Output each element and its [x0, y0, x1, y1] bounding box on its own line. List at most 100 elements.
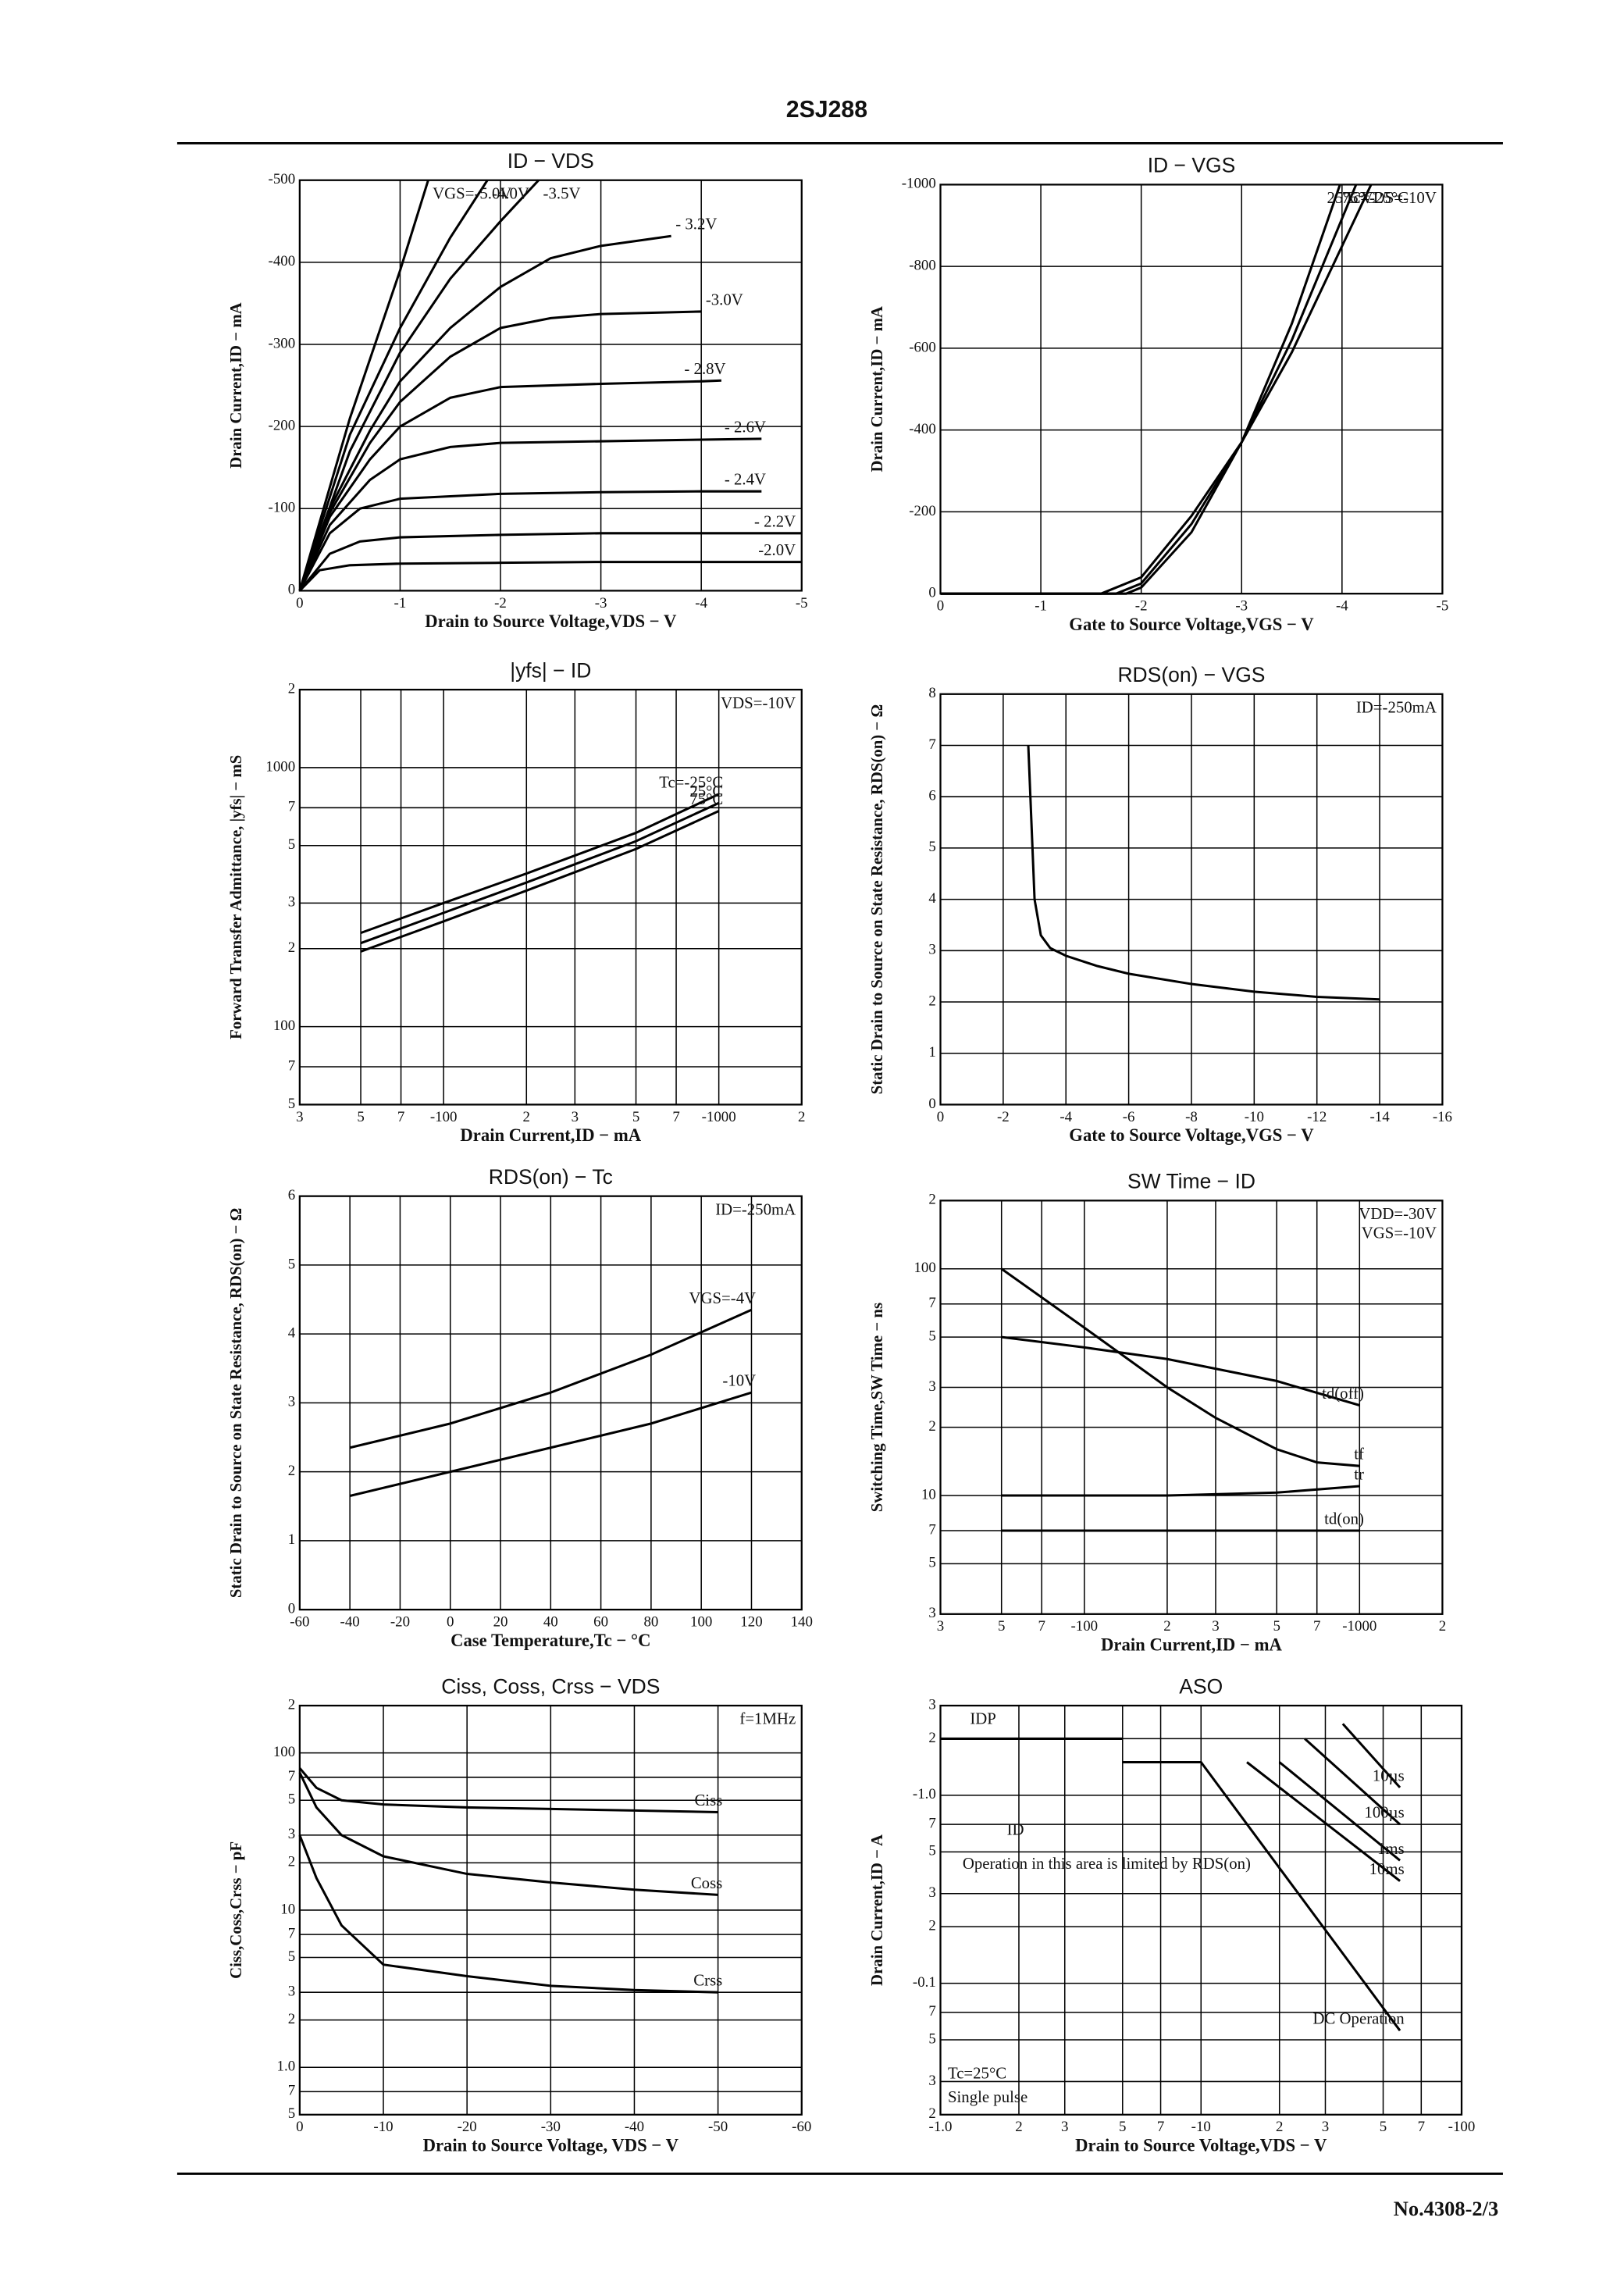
curve [298, 1834, 718, 1994]
curve [1341, 1723, 1401, 1788]
curve [1001, 1335, 1360, 1406]
y-tick-label: -300 [269, 335, 296, 351]
y-tick-label: 2 [288, 939, 295, 956]
curve-label: 25°C [1327, 189, 1361, 207]
y-tick-label: 0 [928, 1096, 935, 1112]
y-tick-label: 3 [288, 1826, 295, 1842]
x-tick-label: 0 [296, 2119, 303, 2135]
y-tick-label: -0.1 [913, 1974, 936, 1991]
y-tick-label: -100 [269, 500, 296, 516]
x-axis-label: Case Temperature,Tc − °C [451, 1631, 650, 1650]
curve [298, 561, 802, 592]
y-tick-label: 4 [928, 890, 936, 907]
x-tick-label: 3 [1322, 2119, 1329, 2135]
y-tick-label: 0 [288, 1600, 295, 1617]
y-axis-label: Drain Current,ID − mA [868, 306, 886, 472]
curve-label: VGS=-5.0V [433, 184, 511, 202]
curve [298, 490, 762, 592]
curve-label: -3.0V [706, 291, 743, 308]
x-tick-label: -2 [997, 1109, 1010, 1125]
curve-label: 1ms [1377, 1840, 1405, 1858]
x-tick-label: -10 [373, 2119, 393, 2135]
annotation: VDD=-30V [1359, 1205, 1437, 1223]
y-tick-label: 3 [928, 2073, 935, 2089]
x-tick-label: 5 [1273, 1618, 1280, 1635]
x-tick-label: -2 [494, 595, 507, 611]
x-tick-label: 3 [1212, 1618, 1219, 1635]
y-tick-label: 10 [921, 1486, 936, 1503]
x-tick-label: -4 [1060, 1109, 1072, 1125]
x-tick-label: 2 [1439, 1618, 1446, 1635]
curve [360, 801, 720, 945]
curve-label: VGS=-4V [689, 1289, 756, 1307]
x-tick-label: -40 [625, 2119, 644, 2135]
annotation: VDS=-10V [721, 694, 796, 712]
curve-label: Ciss [694, 1791, 722, 1809]
doc-title: 2SJ288 [786, 97, 867, 123]
y-tick-label: 7 [288, 1057, 295, 1074]
y-tick-label: 6 [928, 788, 935, 804]
y-tick-label: -400 [269, 253, 296, 269]
y-tick-label: 5 [288, 1948, 295, 1965]
curve-label: Coss [691, 1874, 722, 1892]
x-tick-label: 7 [672, 1109, 679, 1125]
x-tick-label: -16 [1433, 1109, 1452, 1125]
curve [1122, 1760, 1401, 2032]
chart-title: |yfs| − ID [510, 658, 591, 682]
y-tick-label: 5 [288, 1256, 295, 1272]
x-tick-label: 0 [937, 1109, 944, 1125]
curve [298, 532, 802, 592]
x-tick-label: -20 [458, 2119, 477, 2135]
x-tick-label: 3 [1061, 2119, 1068, 2135]
y-tick-label: -1000 [902, 176, 936, 192]
annotation: Single pulse [948, 2088, 1027, 2106]
y-tick-label: 5 [288, 1791, 295, 1808]
y-tick-label: 2 [928, 1192, 935, 1208]
curve-label: - 2.4V [725, 471, 766, 489]
x-tick-label: -1000 [1342, 1618, 1376, 1635]
y-tick-label: -1.0 [913, 1786, 936, 1802]
curve-label: -3.5V [543, 184, 581, 202]
y-tick-label: 3 [928, 1696, 935, 1713]
x-tick-label: -8 [1185, 1109, 1198, 1125]
curve-label: - 2.8V [684, 360, 725, 378]
curve [1027, 745, 1380, 1001]
x-axis-label: Drain to Source Voltage,VDS − V [425, 611, 677, 631]
annotation: ID=-250mA [1356, 698, 1437, 716]
x-tick-label: -100 [1070, 1618, 1098, 1635]
curve-label: tf [1354, 1446, 1364, 1463]
y-tick-label: 3 [288, 1394, 295, 1410]
y-tick-label: 100 [273, 1018, 295, 1034]
y-tick-label: 6 [288, 1187, 295, 1203]
y-tick-label: -200 [269, 417, 296, 433]
curve [360, 810, 720, 953]
y-axis-label: Drain Current,ID − mA [227, 302, 245, 469]
curve [1278, 1761, 1401, 1862]
x-tick-label: -3 [1235, 598, 1248, 615]
plot-frame [939, 1200, 1444, 1615]
curve-label: Tc=-25°C [659, 773, 723, 791]
x-tick-label: -5 [1437, 598, 1449, 615]
x-tick-label: 5 [357, 1109, 364, 1125]
y-tick-label: 5 [288, 2105, 295, 2122]
y-axis-label: Static Drain to Source on State Resistan… [868, 704, 886, 1094]
y-tick-label: 2 [288, 1854, 295, 1870]
x-tick-label: -100 [430, 1109, 458, 1125]
curve [349, 1391, 752, 1498]
curve [298, 180, 429, 591]
x-tick-label: 20 [493, 1613, 508, 1630]
x-tick-label: 60 [593, 1613, 608, 1630]
y-tick-label: 7 [928, 1816, 935, 1832]
y-tick-label: 1000 [265, 758, 295, 775]
x-tick-label: -4 [695, 595, 707, 611]
y-tick-label: 1.0 [277, 2059, 296, 2075]
y-tick-label: 3 [928, 1605, 935, 1621]
x-tick-label: 3 [572, 1109, 579, 1125]
annotation: f=1MHz [739, 1710, 796, 1728]
y-tick-label: 100 [273, 1744, 295, 1760]
x-tick-label: -6 [1123, 1109, 1135, 1125]
x-tick-label: 0 [447, 1613, 454, 1630]
x-tick-label: -60 [290, 1613, 309, 1630]
x-tick-label: 80 [643, 1613, 658, 1630]
y-tick-label: 2 [288, 1696, 295, 1713]
